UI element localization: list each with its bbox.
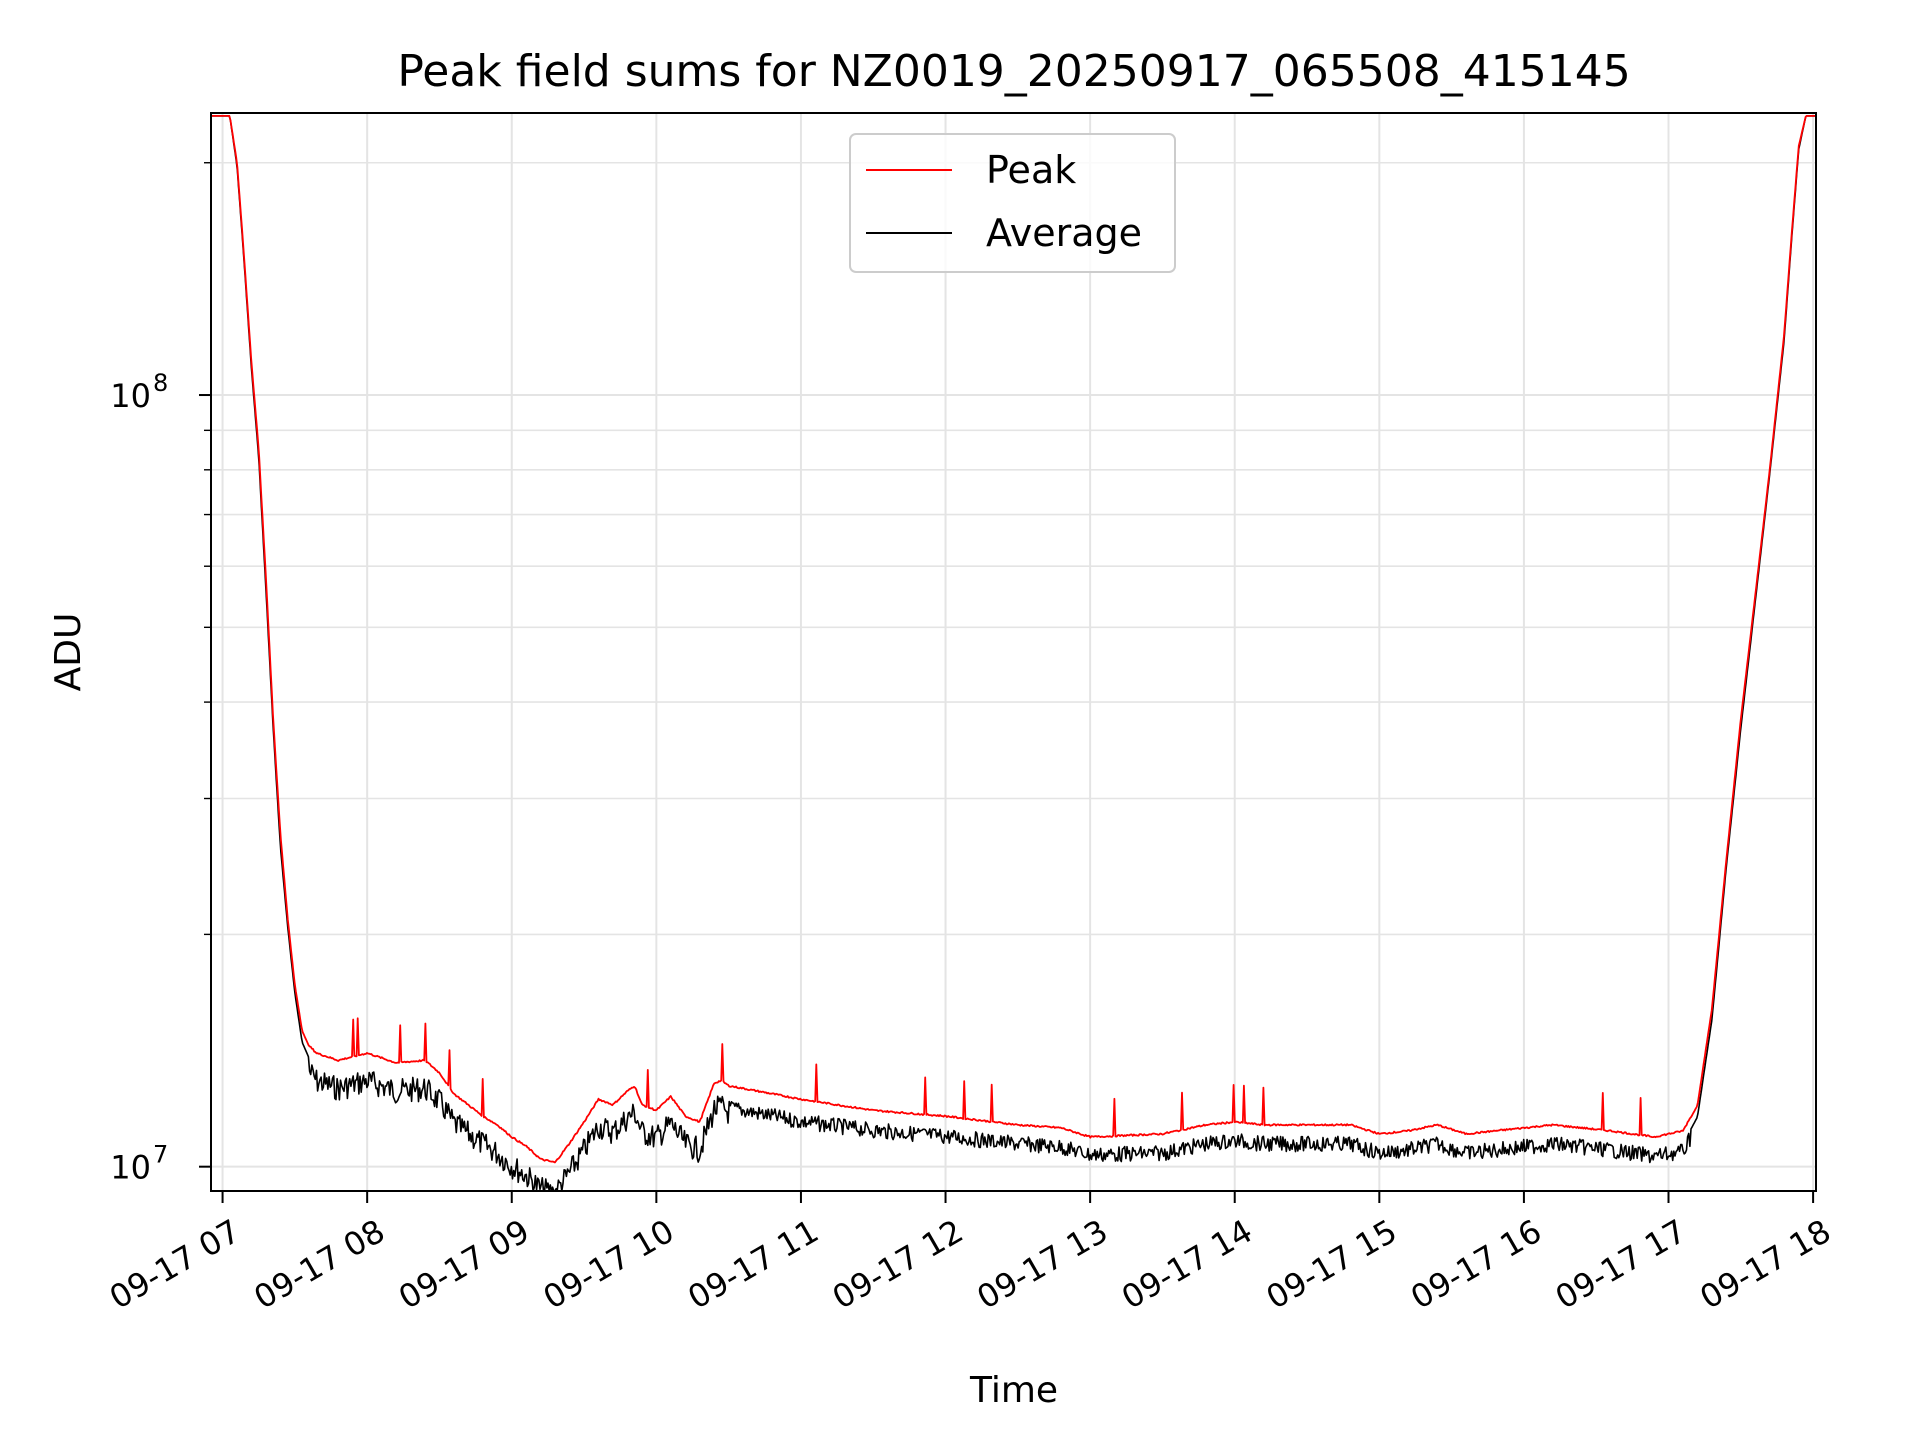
legend-box xyxy=(849,133,1176,273)
y-tick-exponent: 8 xyxy=(153,369,168,397)
plot-frame xyxy=(210,112,1817,1192)
y-tick-label: 10 xyxy=(110,1149,151,1187)
x-axis-label: Time xyxy=(969,1370,1058,1411)
series-layer xyxy=(211,115,1816,1192)
series-line-average xyxy=(211,115,1816,1192)
y-tick-label: 10 xyxy=(110,377,151,415)
y-tick-exponent: 7 xyxy=(153,1141,168,1169)
legend-label-peak: Peak xyxy=(986,148,1076,192)
legend: Peak Average xyxy=(849,133,1176,273)
chart-title: Peak field sums for NZ0019_20250917_0655… xyxy=(397,46,1630,97)
y-axis-label: ADU xyxy=(48,613,89,692)
legend-label-average: Average xyxy=(986,211,1142,255)
series-line-peak xyxy=(211,115,1816,1164)
